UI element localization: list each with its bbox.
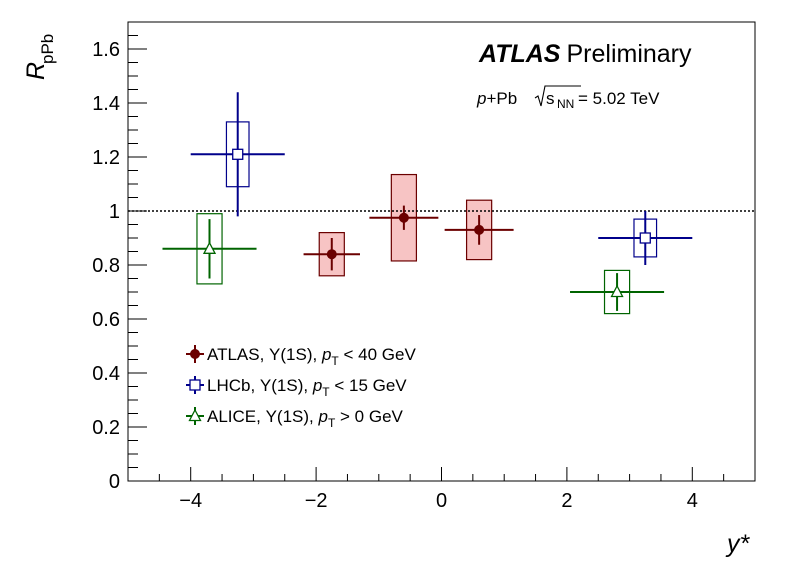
svg-text:s: s: [546, 89, 555, 108]
y-tick-label: 1: [109, 201, 120, 223]
marker-square: [232, 148, 244, 160]
legend: ATLAS, Υ(1S), pT < 40 GeV LHCb, Υ(1S), pT…: [186, 345, 416, 430]
y-tick-label: 0.6: [92, 309, 120, 331]
x-tick-label: 4: [687, 490, 698, 512]
marker-triangle: [610, 284, 624, 298]
legend-item-atlas: ATLAS, Υ(1S), pT < 40 GeV: [186, 345, 416, 368]
marker-triangle: [202, 241, 217, 254]
svg-text:= 5.02 TeV: = 5.02 TeV: [578, 89, 660, 108]
svg-text:pPb: pPb: [38, 34, 57, 64]
y-tick-label: 1.2: [92, 147, 120, 169]
x-tick-label: −4: [179, 490, 202, 512]
collision-system-label: p+Pb s NN = 5.02 TeV: [476, 85, 660, 111]
marker-circle: [190, 349, 200, 359]
legend-item-alice: ALICE, Υ(1S), pT > 0 GeV: [186, 407, 404, 430]
legend-item-lhcb: LHCb, Υ(1S), pT < 15 GeV: [186, 376, 407, 399]
marker-circle: [326, 249, 337, 260]
data-points-layer: [162, 92, 693, 311]
x-tick-label: 2: [561, 490, 572, 512]
y-tick-label: 1.4: [92, 93, 120, 115]
svg-text:p+Pb: p+Pb: [476, 89, 517, 108]
x-axis-ticks: −4 −2 0 2 4: [127, 467, 756, 512]
marker-square: [189, 379, 201, 391]
legend-label: ATLAS, Υ(1S), pT < 40 GeV: [207, 345, 416, 368]
y-axis-label: R pPb: [22, 34, 57, 80]
y-tick-label: 0.8: [92, 255, 120, 277]
y-tick-label: 0.2: [92, 417, 120, 439]
svg-text:NN: NN: [557, 97, 574, 111]
sqrt-symbol: [534, 85, 581, 107]
y-tick-label: 0: [109, 471, 120, 493]
legend-label: LHCb, Υ(1S), pT < 15 GeV: [207, 376, 407, 399]
chart-title: ATLAS Preliminary: [478, 40, 692, 68]
marker-square: [639, 232, 651, 244]
svg-text:R: R: [22, 62, 50, 80]
legend-label: ALICE, Υ(1S), pT > 0 GeV: [207, 407, 404, 430]
x-tick-label: 0: [436, 490, 447, 512]
y-tick-label: 1.6: [92, 39, 120, 61]
x-tick-label: −2: [305, 490, 328, 512]
y-tick-label: 0.4: [92, 363, 120, 385]
y-axis-ticks: 0 0.2 0.4 0.6 0.8 1 1.2 1.4 1.6: [92, 21, 147, 493]
marker-circle: [474, 224, 485, 235]
x-axis-label: y*: [725, 530, 751, 558]
marker-circle: [398, 212, 409, 223]
marker-triangle: [188, 408, 202, 422]
